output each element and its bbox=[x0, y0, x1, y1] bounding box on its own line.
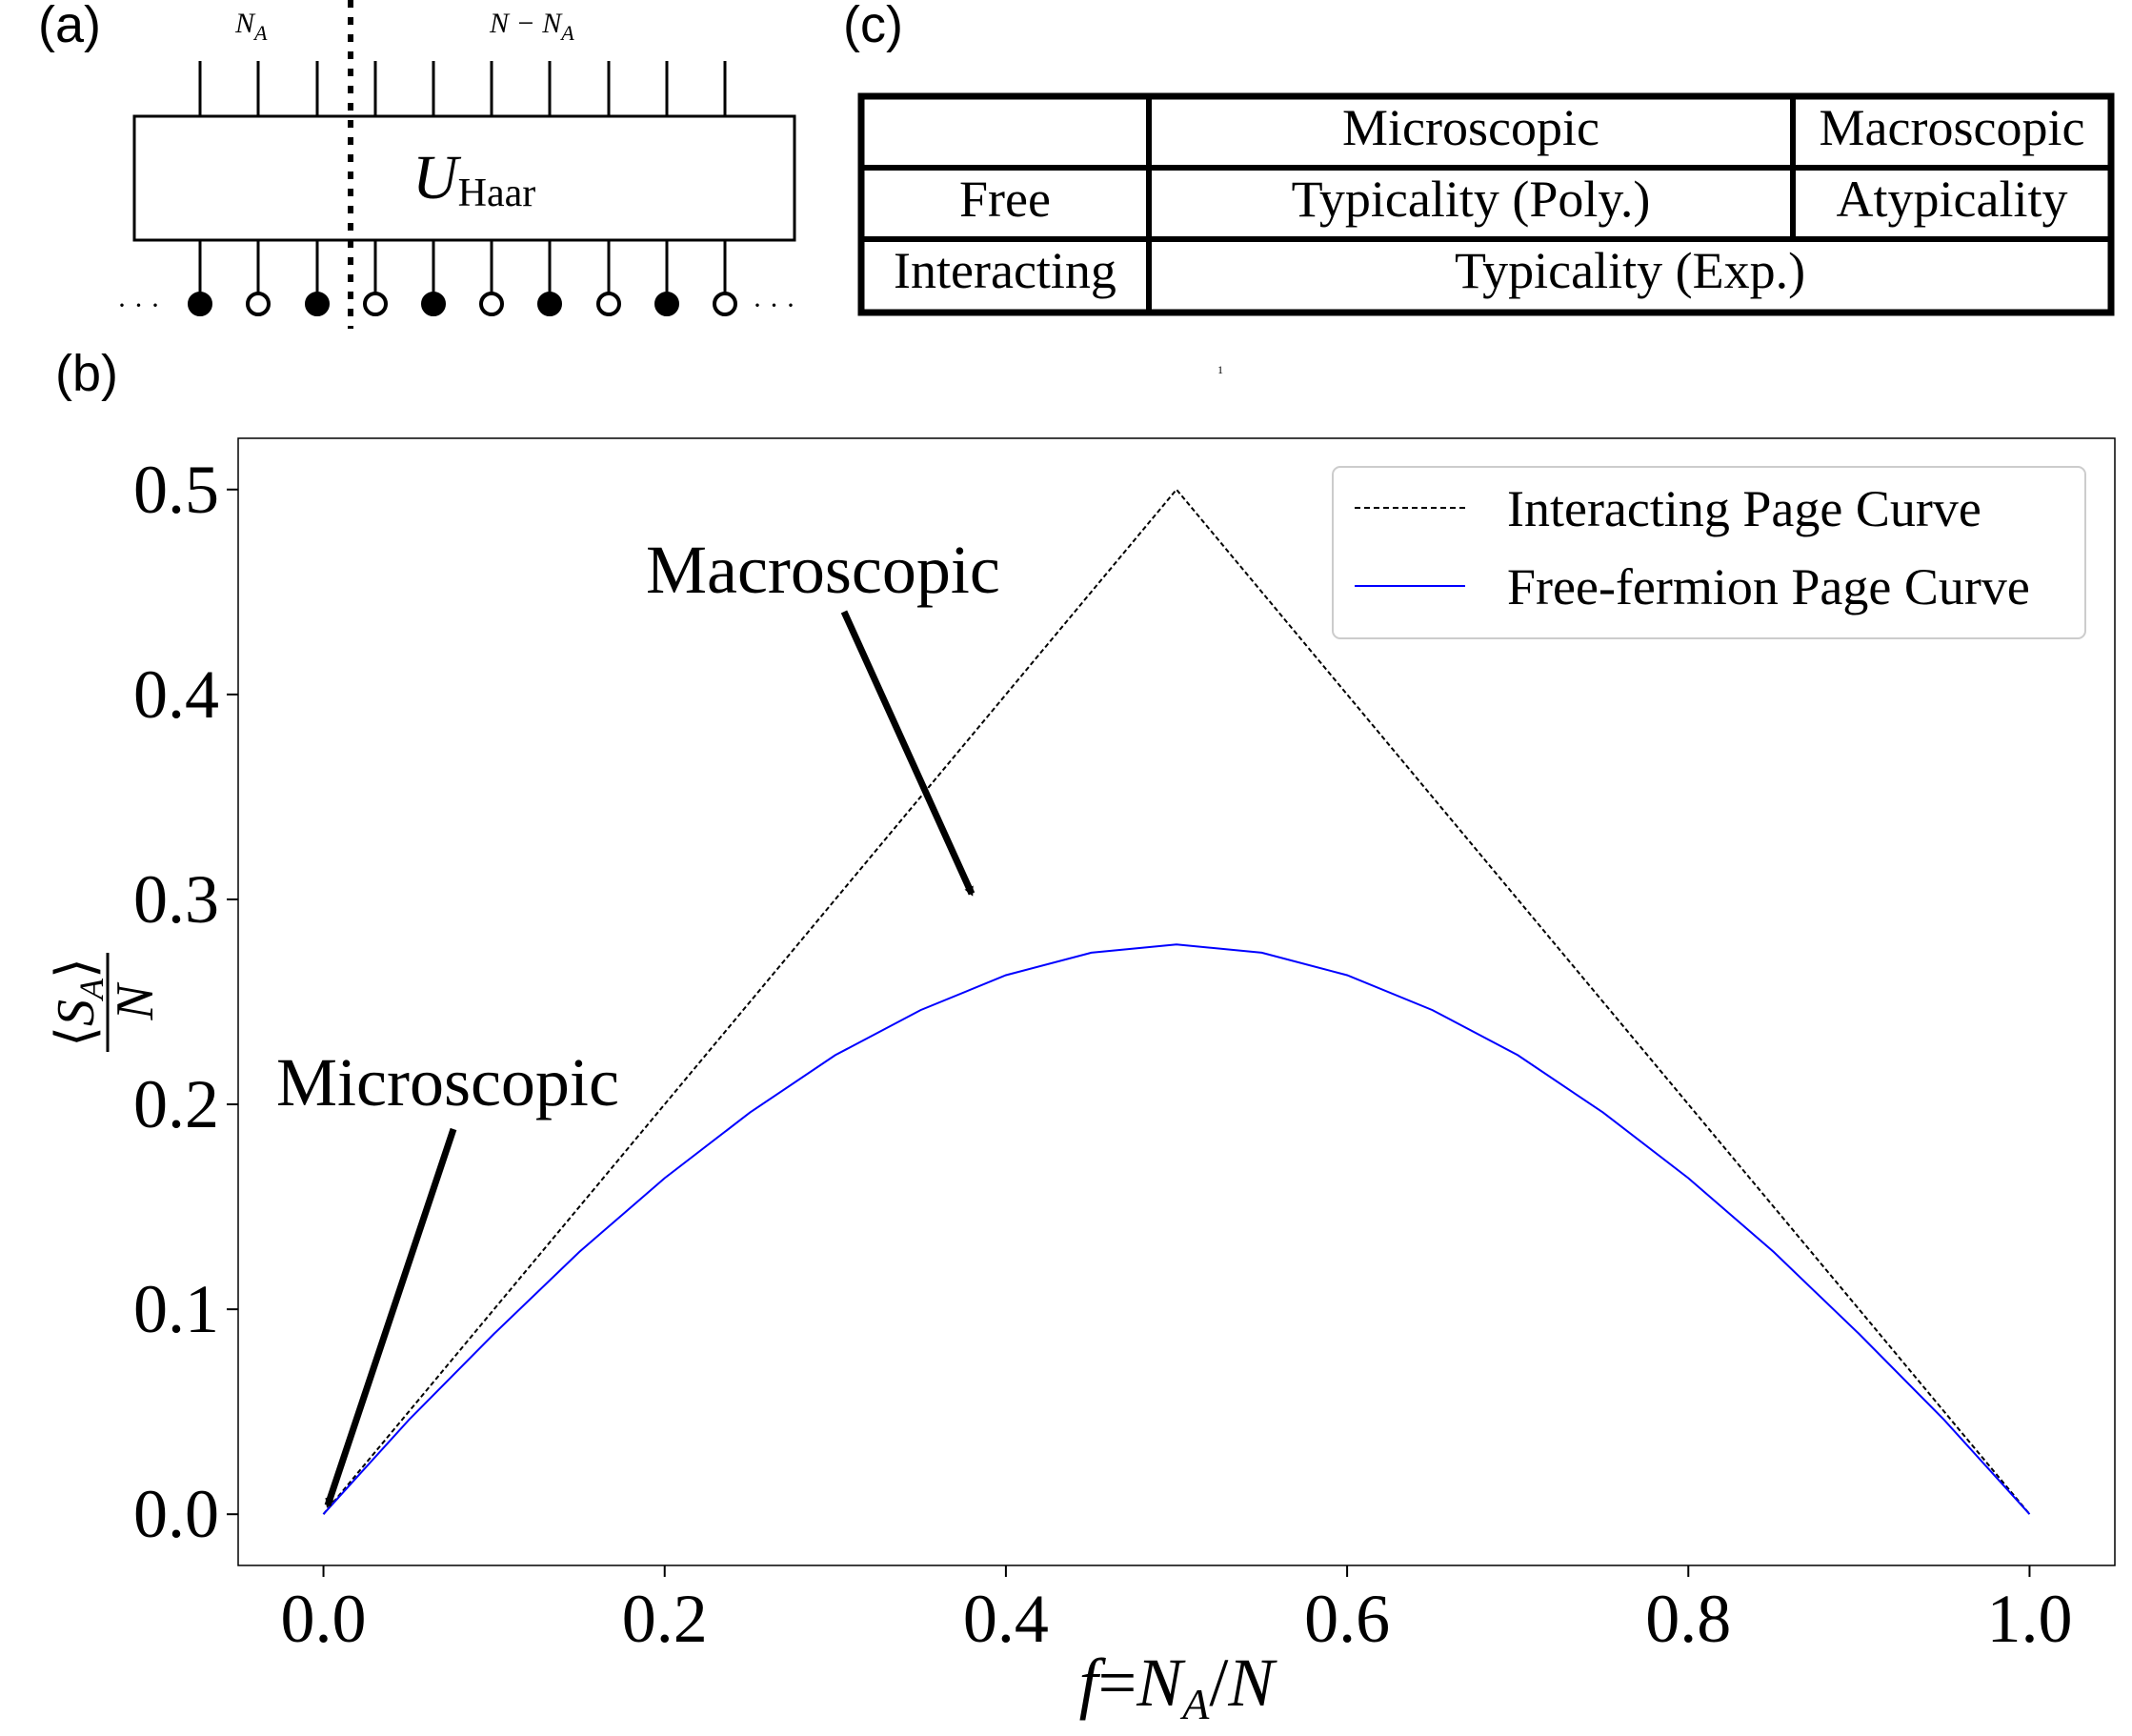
row-label-interacting: Interacting bbox=[894, 242, 1116, 299]
svg-text:⟨SA⟩: ⟨SA⟩ bbox=[47, 958, 111, 1047]
summary-table: (c) Microscopic Macroscopic Free Typical… bbox=[843, 0, 2115, 316]
circuit-top-legs bbox=[198, 61, 727, 116]
top-right-label: N − NA bbox=[489, 8, 574, 45]
header-microscopic: Microscopic bbox=[1342, 99, 1599, 156]
dots-left: · · · bbox=[117, 290, 160, 321]
x-tick-label: 0.4 bbox=[963, 1581, 1049, 1657]
legend-box bbox=[1332, 466, 2086, 639]
occupied-site bbox=[654, 292, 679, 316]
y-axis-ticks: 0.0 0.1 0.2 0.3 0.4 0.5 bbox=[133, 452, 238, 1552]
row-label-free: Free bbox=[959, 171, 1051, 228]
empty-site bbox=[596, 292, 621, 316]
cell-free-macroscopic: Atypicality bbox=[1837, 171, 2068, 228]
cell-interacting-merged: Typicality (Exp.) bbox=[1455, 242, 1805, 299]
y-tick-label: 0.3 bbox=[133, 861, 219, 938]
x-axis-ticks: 0.0 0.2 0.4 0.6 0.8 1.0 bbox=[281, 1565, 2072, 1657]
occupied-site bbox=[188, 292, 212, 316]
page-curve-chart: (b) 0.0 0.2 0.4 0.6 0.8 1.0 0.00.10.20.30.40.… bbox=[47, 345, 2116, 1728]
empty-site bbox=[479, 292, 504, 316]
y-tick-label: 0.5 bbox=[133, 452, 219, 528]
x-tick-label: 0.8 bbox=[1645, 1581, 1731, 1657]
top-left-label: NA bbox=[234, 8, 268, 45]
panel-label-c: (c) bbox=[843, 0, 903, 53]
header-macroscopic: Macroscopic bbox=[1820, 99, 2085, 156]
y-tick-label: 0.0 bbox=[133, 1476, 219, 1552]
haar-gate-box bbox=[132, 114, 796, 242]
plot-frame bbox=[237, 437, 2116, 1566]
y-tick-label: 0.4 bbox=[133, 656, 219, 733]
legend-label-interacting: Interacting Page Curve bbox=[1507, 480, 1981, 537]
panel-label-b: (b) bbox=[55, 345, 118, 402]
circuit-sites bbox=[188, 240, 737, 316]
occupied-site bbox=[305, 292, 330, 316]
stray-mark: 1 bbox=[1217, 363, 1223, 376]
annotation-macroscopic-arrow bbox=[840, 610, 975, 897]
dots-right: · · · bbox=[753, 290, 795, 321]
y-tick-label: 0.1 bbox=[133, 1271, 219, 1347]
legend: Interacting Page Curve Free-fermion Page… bbox=[1332, 466, 2086, 639]
panel-label-a: (a) bbox=[38, 0, 101, 53]
occupied-site bbox=[421, 292, 446, 316]
empty-site bbox=[713, 292, 737, 316]
x-axis-label: f=NA/N bbox=[1079, 1645, 1278, 1728]
table-border bbox=[857, 92, 2115, 316]
x-tick-label: 0.2 bbox=[622, 1581, 708, 1657]
x-tick-label: 0.0 bbox=[281, 1581, 367, 1657]
x-tick-label: 0.6 bbox=[1304, 1581, 1390, 1657]
annotation-microscopic-arrow bbox=[324, 1127, 457, 1508]
cell-free-microscopic: Typicality (Poly.) bbox=[1292, 171, 1651, 228]
legend-label-free: Free-fermion Page Curve bbox=[1507, 558, 2030, 616]
free-fermion-page-curve bbox=[322, 943, 2031, 1515]
circuit-panel: (a) NA N − NA UHaar · · · · · · bbox=[38, 0, 796, 329]
empty-site bbox=[246, 292, 271, 316]
empty-site bbox=[363, 292, 388, 316]
series-layer bbox=[322, 488, 2031, 1515]
occupied-site bbox=[537, 292, 562, 316]
x-tick-label: 1.0 bbox=[1986, 1581, 2072, 1657]
y-tick-label: 0.2 bbox=[133, 1066, 219, 1142]
annotation-macroscopic: Macroscopic bbox=[646, 532, 1000, 608]
svg-text:N: N bbox=[106, 982, 165, 1021]
y-axis-label: ⟨SA⟩ N bbox=[47, 953, 165, 1052]
interacting-page-curve bbox=[322, 488, 2031, 1515]
annotation-microscopic: Microscopic bbox=[276, 1044, 619, 1120]
haar-gate-label: UHaar bbox=[412, 143, 535, 215]
